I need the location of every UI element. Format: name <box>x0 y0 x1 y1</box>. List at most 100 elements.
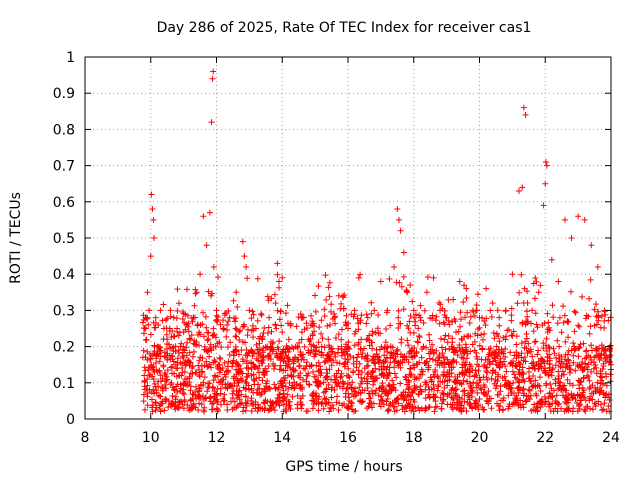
scatter-point <box>598 313 605 320</box>
scatter-point <box>204 388 211 395</box>
scatter-point <box>285 358 292 365</box>
scatter-point <box>341 292 348 299</box>
scatter-point <box>481 384 488 391</box>
scatter-point <box>458 380 465 387</box>
outlier-point <box>141 372 148 379</box>
scatter-point <box>248 395 255 402</box>
scatter-point <box>325 381 332 388</box>
scatter-point <box>320 389 327 396</box>
scatter-point <box>544 329 551 336</box>
scatter-point <box>464 309 471 316</box>
scatter-point <box>587 384 594 391</box>
scatter-point <box>152 407 159 414</box>
scatter-point <box>336 400 343 407</box>
scatter-point <box>585 374 592 381</box>
scatter-point <box>530 328 537 335</box>
scatter-point <box>368 400 375 407</box>
scatter-point <box>196 400 203 407</box>
scatter-point <box>482 322 489 329</box>
scatter-point <box>537 387 544 394</box>
scatter-point <box>189 353 196 360</box>
scatter-point <box>269 399 276 406</box>
scatter-point <box>387 354 394 361</box>
scatter-point <box>588 368 595 375</box>
scatter-point <box>196 373 203 380</box>
scatter-point <box>364 371 371 378</box>
scatter-point <box>519 369 526 376</box>
outlier-point <box>305 336 312 343</box>
scatter-point <box>142 367 149 374</box>
scatter-point <box>497 388 504 395</box>
scatter-point <box>302 365 309 372</box>
scatter-point <box>497 383 504 390</box>
scatter-point <box>303 359 310 366</box>
scatter-point <box>315 400 322 407</box>
scatter-point <box>481 363 488 370</box>
scatter-point <box>575 353 582 360</box>
scatter-point <box>351 330 358 337</box>
outlier-point <box>543 162 550 169</box>
scatter-point <box>492 385 499 392</box>
scatter-point <box>323 386 330 393</box>
outlier-point <box>476 314 483 321</box>
scatter-point <box>356 360 363 367</box>
scatter-point <box>429 312 436 319</box>
scatter-point <box>607 358 614 365</box>
scatter-point <box>195 362 202 369</box>
scatter-point <box>502 353 509 360</box>
scatter-point <box>187 370 194 377</box>
scatter-point <box>274 344 281 351</box>
y-tick-label: 0.8 <box>53 122 75 138</box>
outlier-point <box>395 216 402 223</box>
scatter-point <box>163 345 170 352</box>
scatter-point <box>386 383 393 390</box>
scatter-point <box>290 366 297 373</box>
scatter-point <box>299 385 306 392</box>
scatter-point <box>562 351 569 358</box>
scatter-point <box>541 393 548 400</box>
scatter-point <box>495 402 502 409</box>
scatter-point <box>191 302 198 309</box>
outlier-point <box>208 119 215 126</box>
scatter-point <box>244 332 251 339</box>
scatter-point <box>225 318 232 325</box>
scatter-point <box>308 312 315 319</box>
scatter-point <box>481 389 488 396</box>
scatter-point <box>268 295 275 302</box>
scatter-point <box>157 344 164 351</box>
scatter-point <box>284 302 291 309</box>
scatter-point <box>409 298 416 305</box>
scatter-point <box>482 356 489 363</box>
scatter-point <box>195 406 202 413</box>
scatter-point <box>309 391 316 398</box>
outlier-point <box>274 260 281 267</box>
scatter-point <box>557 362 564 369</box>
outlier-point <box>148 191 155 198</box>
outlier-point <box>210 263 217 270</box>
scatter-point <box>353 364 360 371</box>
y-tick-label: 0.7 <box>53 159 75 175</box>
scatter-point <box>259 360 266 367</box>
scatter-point <box>432 398 439 405</box>
scatter-point <box>489 350 496 357</box>
scatter-point <box>469 367 476 374</box>
scatter-point <box>527 392 534 399</box>
scatter-point <box>528 407 535 414</box>
scatter-point <box>545 395 552 402</box>
scatter-point <box>431 408 438 415</box>
scatter-point <box>268 344 275 351</box>
outlier-point <box>377 278 384 285</box>
scatter-point <box>223 368 230 375</box>
scatter-point <box>500 334 507 341</box>
scatter-point <box>490 358 497 365</box>
scatter-point <box>172 396 179 403</box>
scatter-point <box>477 377 484 384</box>
scatter-point <box>144 382 151 389</box>
scatter-point <box>163 354 170 361</box>
scatter-point <box>538 355 545 362</box>
scatter-point <box>237 327 244 334</box>
scatter-point <box>204 337 211 344</box>
scatter-point <box>494 353 501 360</box>
outlier-point <box>555 278 562 285</box>
scatter-point <box>393 374 400 381</box>
